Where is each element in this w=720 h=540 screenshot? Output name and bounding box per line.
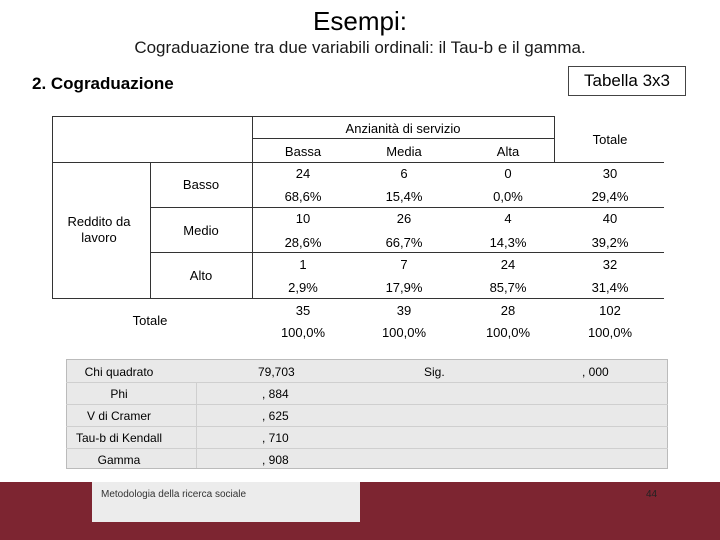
cell-count: 32 [602, 257, 618, 272]
cell-count: 0 [504, 166, 512, 181]
footer-course-title: Metodologia della ricerca sociale [101, 489, 247, 500]
column-group-top [252, 116, 554, 117]
column-group-right [554, 116, 555, 162]
cell-pct: 0,0% [493, 189, 523, 204]
row-divider-2 [150, 252, 664, 253]
stat-label-cramer: V di Cramer [86, 409, 151, 423]
row-group-label: Reddito da lavoro [52, 214, 146, 246]
column-header-alta: Alta [496, 144, 520, 159]
cell-pct: 14,3% [489, 235, 527, 250]
table-tag-box: Tabella 3x3 [568, 66, 686, 96]
total-pct: 100,0% [587, 325, 633, 340]
total-pct: 100,0% [485, 325, 531, 340]
slide-subtitle: Cograduazione tra due variabili ordinali… [134, 38, 586, 57]
stats-row-divider [66, 448, 668, 449]
stat-label-tau: Tau-b di Kendall [75, 431, 163, 445]
stat-value-cramer: , 625 [262, 409, 289, 423]
cell-count: 40 [602, 211, 618, 226]
cell-count: 10 [295, 211, 311, 226]
cell-pct: 85,7% [489, 280, 527, 295]
stat-value-tau: , 710 [262, 431, 289, 445]
stats-row-divider [66, 382, 668, 383]
cell-pct: 28,6% [284, 235, 322, 250]
column-header-media: Media [386, 144, 422, 159]
crosstab: Anzianità di servizio Bassa Media Alta T… [52, 116, 664, 340]
cell-pct: 31,4% [591, 280, 629, 295]
cell-count: 24 [295, 166, 311, 181]
row-divider-1 [150, 207, 664, 208]
column-header-bassa: Bassa [284, 144, 322, 159]
total-count: 102 [599, 303, 621, 318]
cell-count: 7 [400, 257, 408, 272]
association-stats-panel [66, 359, 668, 469]
cell-count: 1 [299, 257, 307, 272]
cell-count: 24 [500, 257, 516, 272]
total-count: 28 [500, 303, 516, 318]
total-pct: 100,0% [280, 325, 326, 340]
cell-pct: 68,6% [284, 189, 322, 204]
page-number: 44 [646, 489, 658, 500]
cell-pct: 66,7% [385, 235, 423, 250]
footer-label-box [92, 482, 360, 522]
stat-label-sig: Sig. [424, 365, 445, 379]
stat-value-sig: , 000 [582, 365, 609, 379]
cell-count: 26 [396, 211, 412, 226]
frame-left [52, 116, 53, 162]
row-label-alto: Alto [189, 268, 213, 283]
total-count: 39 [396, 303, 412, 318]
row-label-totale: Totale [132, 313, 168, 328]
row-label-medio: Medio [183, 223, 219, 238]
cell-pct: 15,4% [385, 189, 423, 204]
cell-pct: 29,4% [591, 189, 629, 204]
stat-value-phi: , 884 [262, 387, 289, 401]
column-header-totale: Totale [592, 132, 628, 147]
stat-value-gamma: , 908 [262, 453, 289, 467]
column-group-bottom [252, 138, 554, 139]
column-group-label: Anzianità di servizio [345, 121, 461, 136]
stat-label-gamma: Gamma [97, 453, 141, 467]
stat-value-chi: 79,703 [258, 365, 295, 379]
column-header-bottom [252, 162, 664, 163]
table-tag: Tabella 3x3 [583, 71, 670, 90]
frame-top-left [52, 116, 252, 117]
cell-pct: 2,9% [288, 280, 318, 295]
row-label-divider [150, 162, 151, 298]
row-group-text: Reddito da lavoro [67, 214, 131, 245]
total-count: 35 [295, 303, 311, 318]
cell-pct: 17,9% [385, 280, 423, 295]
total-row-divider [52, 298, 664, 299]
stats-row-divider [66, 404, 668, 405]
header-corner-bottom [52, 162, 252, 163]
row-group-right [52, 162, 53, 298]
section-heading: 2. Cograduazione [32, 74, 174, 93]
stat-label-chi: Chi quadrato [84, 365, 154, 379]
stat-label-phi: Phi [110, 387, 128, 401]
cell-count: 30 [602, 166, 618, 181]
row-label-basso: Basso [182, 177, 220, 192]
total-pct: 100,0% [381, 325, 427, 340]
cell-count: 4 [504, 211, 512, 226]
stats-row-divider [66, 426, 668, 427]
cell-pct: 39,2% [591, 235, 629, 250]
slide-title: Esempi: [313, 6, 407, 36]
stats-col-divider [196, 382, 197, 468]
cell-count: 6 [400, 166, 408, 181]
